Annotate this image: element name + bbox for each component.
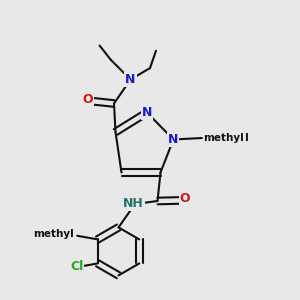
Text: O: O xyxy=(180,192,190,206)
Text: methyl: methyl xyxy=(208,133,249,143)
Text: O: O xyxy=(82,93,93,106)
Text: NH: NH xyxy=(123,197,144,210)
Text: methyl: methyl xyxy=(203,133,244,143)
Text: methyl: methyl xyxy=(34,229,74,239)
Text: N: N xyxy=(168,133,178,146)
Text: N: N xyxy=(125,73,136,86)
Text: N: N xyxy=(142,106,152,119)
Text: Cl: Cl xyxy=(70,260,83,273)
